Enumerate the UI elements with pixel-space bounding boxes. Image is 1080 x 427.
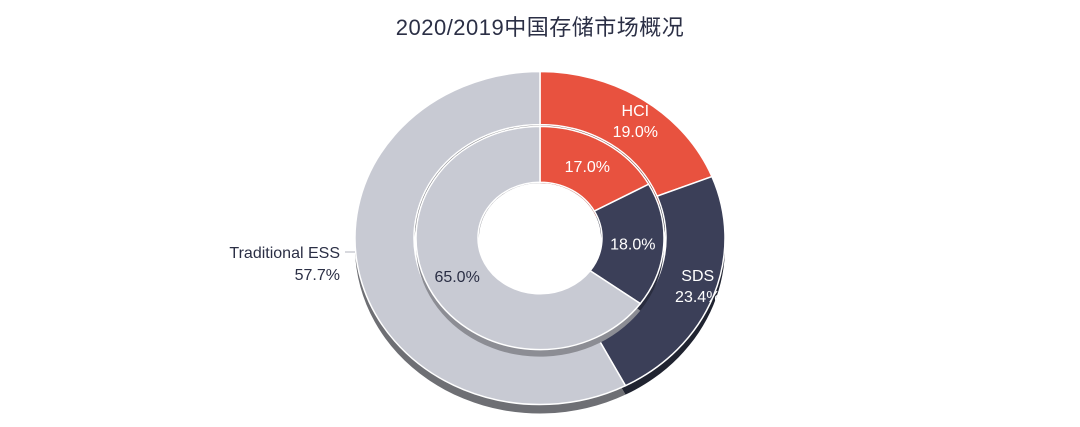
outer-name-sds: SDS <box>681 268 714 285</box>
inner-label-sds: 18.0% <box>610 236 655 253</box>
inner-slice-traditional-ess <box>415 125 642 351</box>
outer-name-hci: HCI <box>622 103 650 120</box>
outer-label-traditional-ess: 57.7% <box>295 267 340 284</box>
outer-label-hci: 19.0% <box>613 124 658 141</box>
inner-slice-sds <box>589 183 665 305</box>
inner-label-traditional-ess: 65.0% <box>434 269 479 286</box>
outer-label-sds: 23.4% <box>675 289 720 306</box>
inner-label-hci: 17.0% <box>565 159 610 176</box>
donut-hole <box>479 183 601 293</box>
chart-title: 2020/2019中国存储市场概况 <box>395 15 685 40</box>
outer-name-traditional-ess: Traditional ESS <box>229 245 340 262</box>
